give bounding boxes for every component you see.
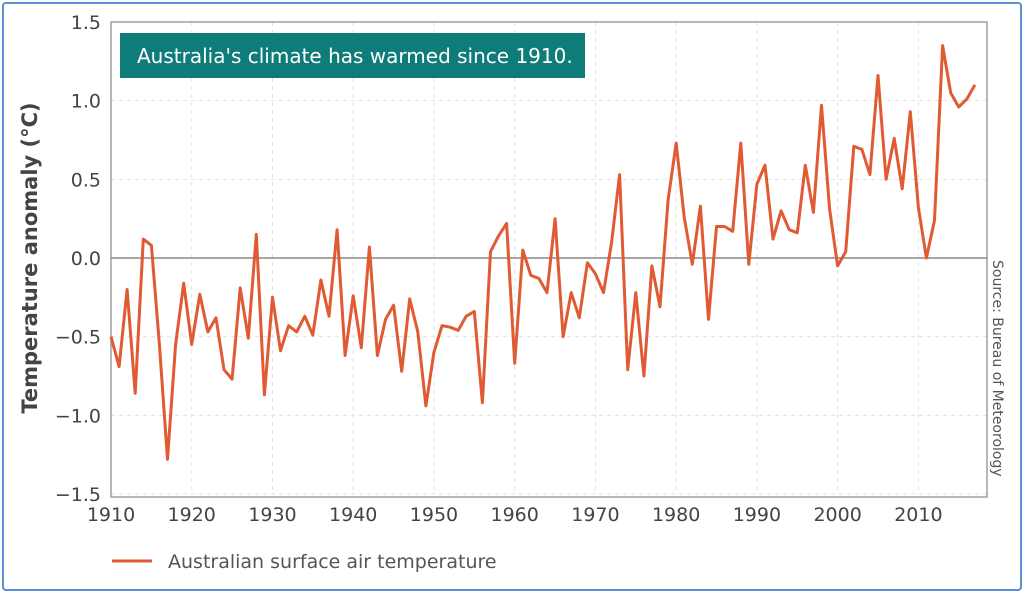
x-tick-label: 1950 <box>410 504 458 526</box>
y-axis-label: Temperature anomaly (°C) <box>18 102 42 413</box>
x-tick-label: 1930 <box>248 504 296 526</box>
x-tick-label: 1980 <box>652 504 700 526</box>
data-points <box>110 45 975 460</box>
series-line-australian-surface-air-temperature <box>109 44 977 461</box>
x-tick-label: 1990 <box>733 504 781 526</box>
x-tick-label: 1910 <box>87 504 135 526</box>
y-tick-label: −1.0 <box>55 405 101 427</box>
y-tick-label: −0.5 <box>55 327 101 349</box>
x-tick-label: 1970 <box>571 504 619 526</box>
y-tick-label: 1.0 <box>71 91 101 113</box>
legend-label: Australian surface air temperature <box>168 551 497 573</box>
chart-title: Australia's climate has warmed since 191… <box>137 44 573 68</box>
x-tick-label: 2010 <box>894 504 942 526</box>
plot-frame <box>110 21 988 498</box>
y-tick-label: 1.5 <box>71 12 101 34</box>
x-tick-label: 2000 <box>813 504 861 526</box>
y-tick-labels: 1.5 1.0 0.5 0.0 −0.5 −1.0 −1.5 <box>55 12 101 506</box>
y-tick-label: −1.5 <box>55 484 101 506</box>
y-tick-label: 0.5 <box>71 169 101 191</box>
x-tick-label: 1920 <box>168 504 216 526</box>
x-tick-label: 1960 <box>491 504 539 526</box>
x-tick-labels: 1910 1920 1930 1940 1950 1960 1970 1980 1990 2000… <box>87 504 943 526</box>
x-tick-label: 1940 <box>329 504 377 526</box>
y-tick-label: 0.0 <box>71 248 101 270</box>
title-box <box>120 33 585 78</box>
source-note: Source: Bureau of Meteorology <box>989 260 1005 477</box>
